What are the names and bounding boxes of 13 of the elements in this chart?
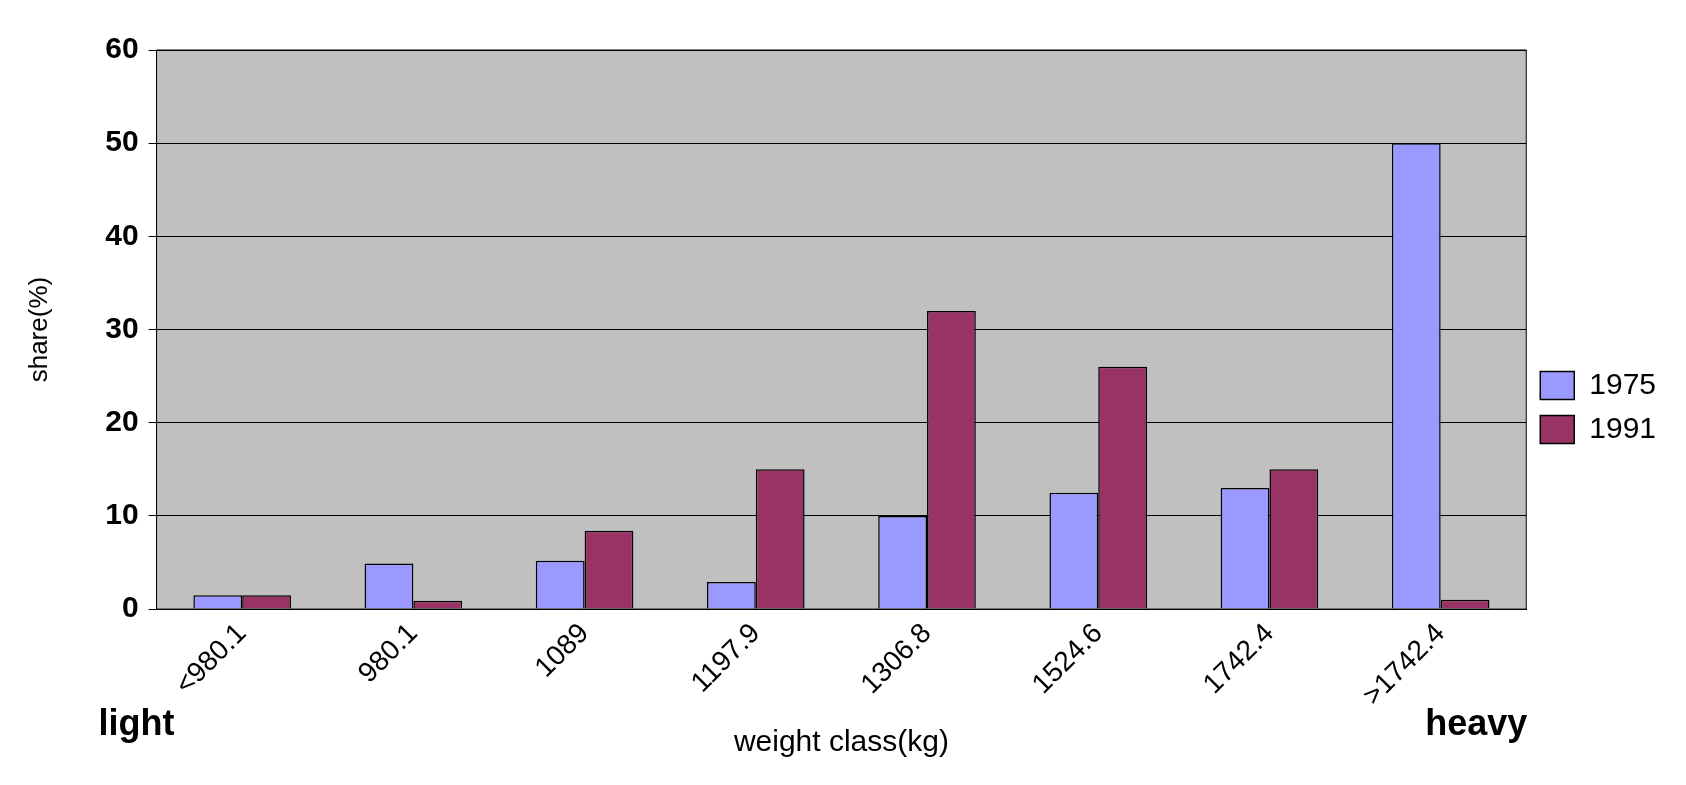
y-tick-label: 30 xyxy=(105,310,139,344)
y-axis-title: share(%) xyxy=(22,276,53,383)
y-tick-label: 50 xyxy=(105,124,139,158)
y-tick-label: 60 xyxy=(105,31,139,65)
x-axis-title: weight class(kg) xyxy=(732,724,949,758)
y-tick-label: 10 xyxy=(105,497,139,531)
legend-label: 1991 xyxy=(1589,410,1657,444)
y-tick-label: 20 xyxy=(105,404,139,438)
legend-label: 1975 xyxy=(1589,366,1657,400)
text: light xyxy=(98,701,175,743)
y-tick-label: 0 xyxy=(121,590,139,624)
text: heavy xyxy=(1425,701,1528,743)
y-tick-label: 40 xyxy=(105,217,139,251)
